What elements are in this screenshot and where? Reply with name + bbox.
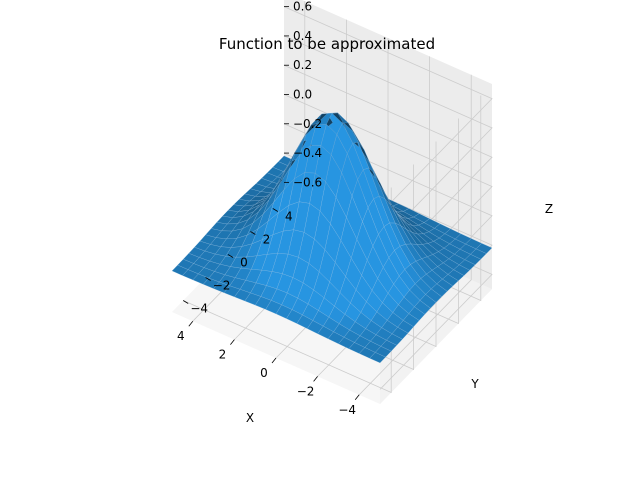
grid-line-z — [283, 6, 493, 214]
x-tick-mark — [230, 339, 235, 345]
x-tick-mark — [313, 376, 318, 382]
x-tick-label: −4 — [338, 403, 356, 417]
y-tick-label: −4 — [190, 302, 208, 316]
y-tick-mark — [250, 231, 256, 235]
grid-line-z — [283, 35, 493, 244]
surface-facet — [171, 264, 189, 276]
y-axis-label: Y — [470, 377, 479, 391]
grid-line-x — [358, 74, 472, 396]
x-tick-mark — [188, 320, 194, 327]
x-tick-mark — [271, 357, 277, 364]
z-tick-label: 0.2 — [293, 58, 312, 72]
y-tick-mark — [227, 254, 234, 258]
z-tick-label: 0.6 — [293, 0, 312, 14]
z-tick-label: −0.4 — [293, 146, 322, 160]
x-tick-label: 0 — [260, 366, 268, 380]
y-tick-mark — [205, 277, 211, 281]
x-tick-label: 2 — [219, 348, 227, 362]
z-tick-label: −0.2 — [293, 117, 322, 131]
x-tick-label: 4 — [177, 329, 185, 343]
z-tick-label: −0.6 — [293, 175, 322, 189]
x-tick-mark — [354, 394, 360, 401]
z-tick-label: 0.4 — [293, 29, 312, 43]
y-tick-label: 2 — [263, 233, 271, 247]
x-tick-label: −2 — [297, 384, 315, 398]
surface-mesh — [171, 112, 493, 364]
y-tick-mark — [272, 208, 279, 212]
z-axis-label: Z — [545, 202, 553, 216]
y-tick-label: −2 — [213, 279, 231, 293]
y-tick-label: 0 — [240, 256, 248, 270]
z-tick-label: 0.0 — [293, 88, 312, 102]
y-tick-mark — [182, 300, 189, 304]
x-axis-label: X — [246, 411, 254, 425]
y-tick-label: 4 — [285, 210, 293, 224]
chart-title: Function to be approximated — [219, 35, 435, 53]
